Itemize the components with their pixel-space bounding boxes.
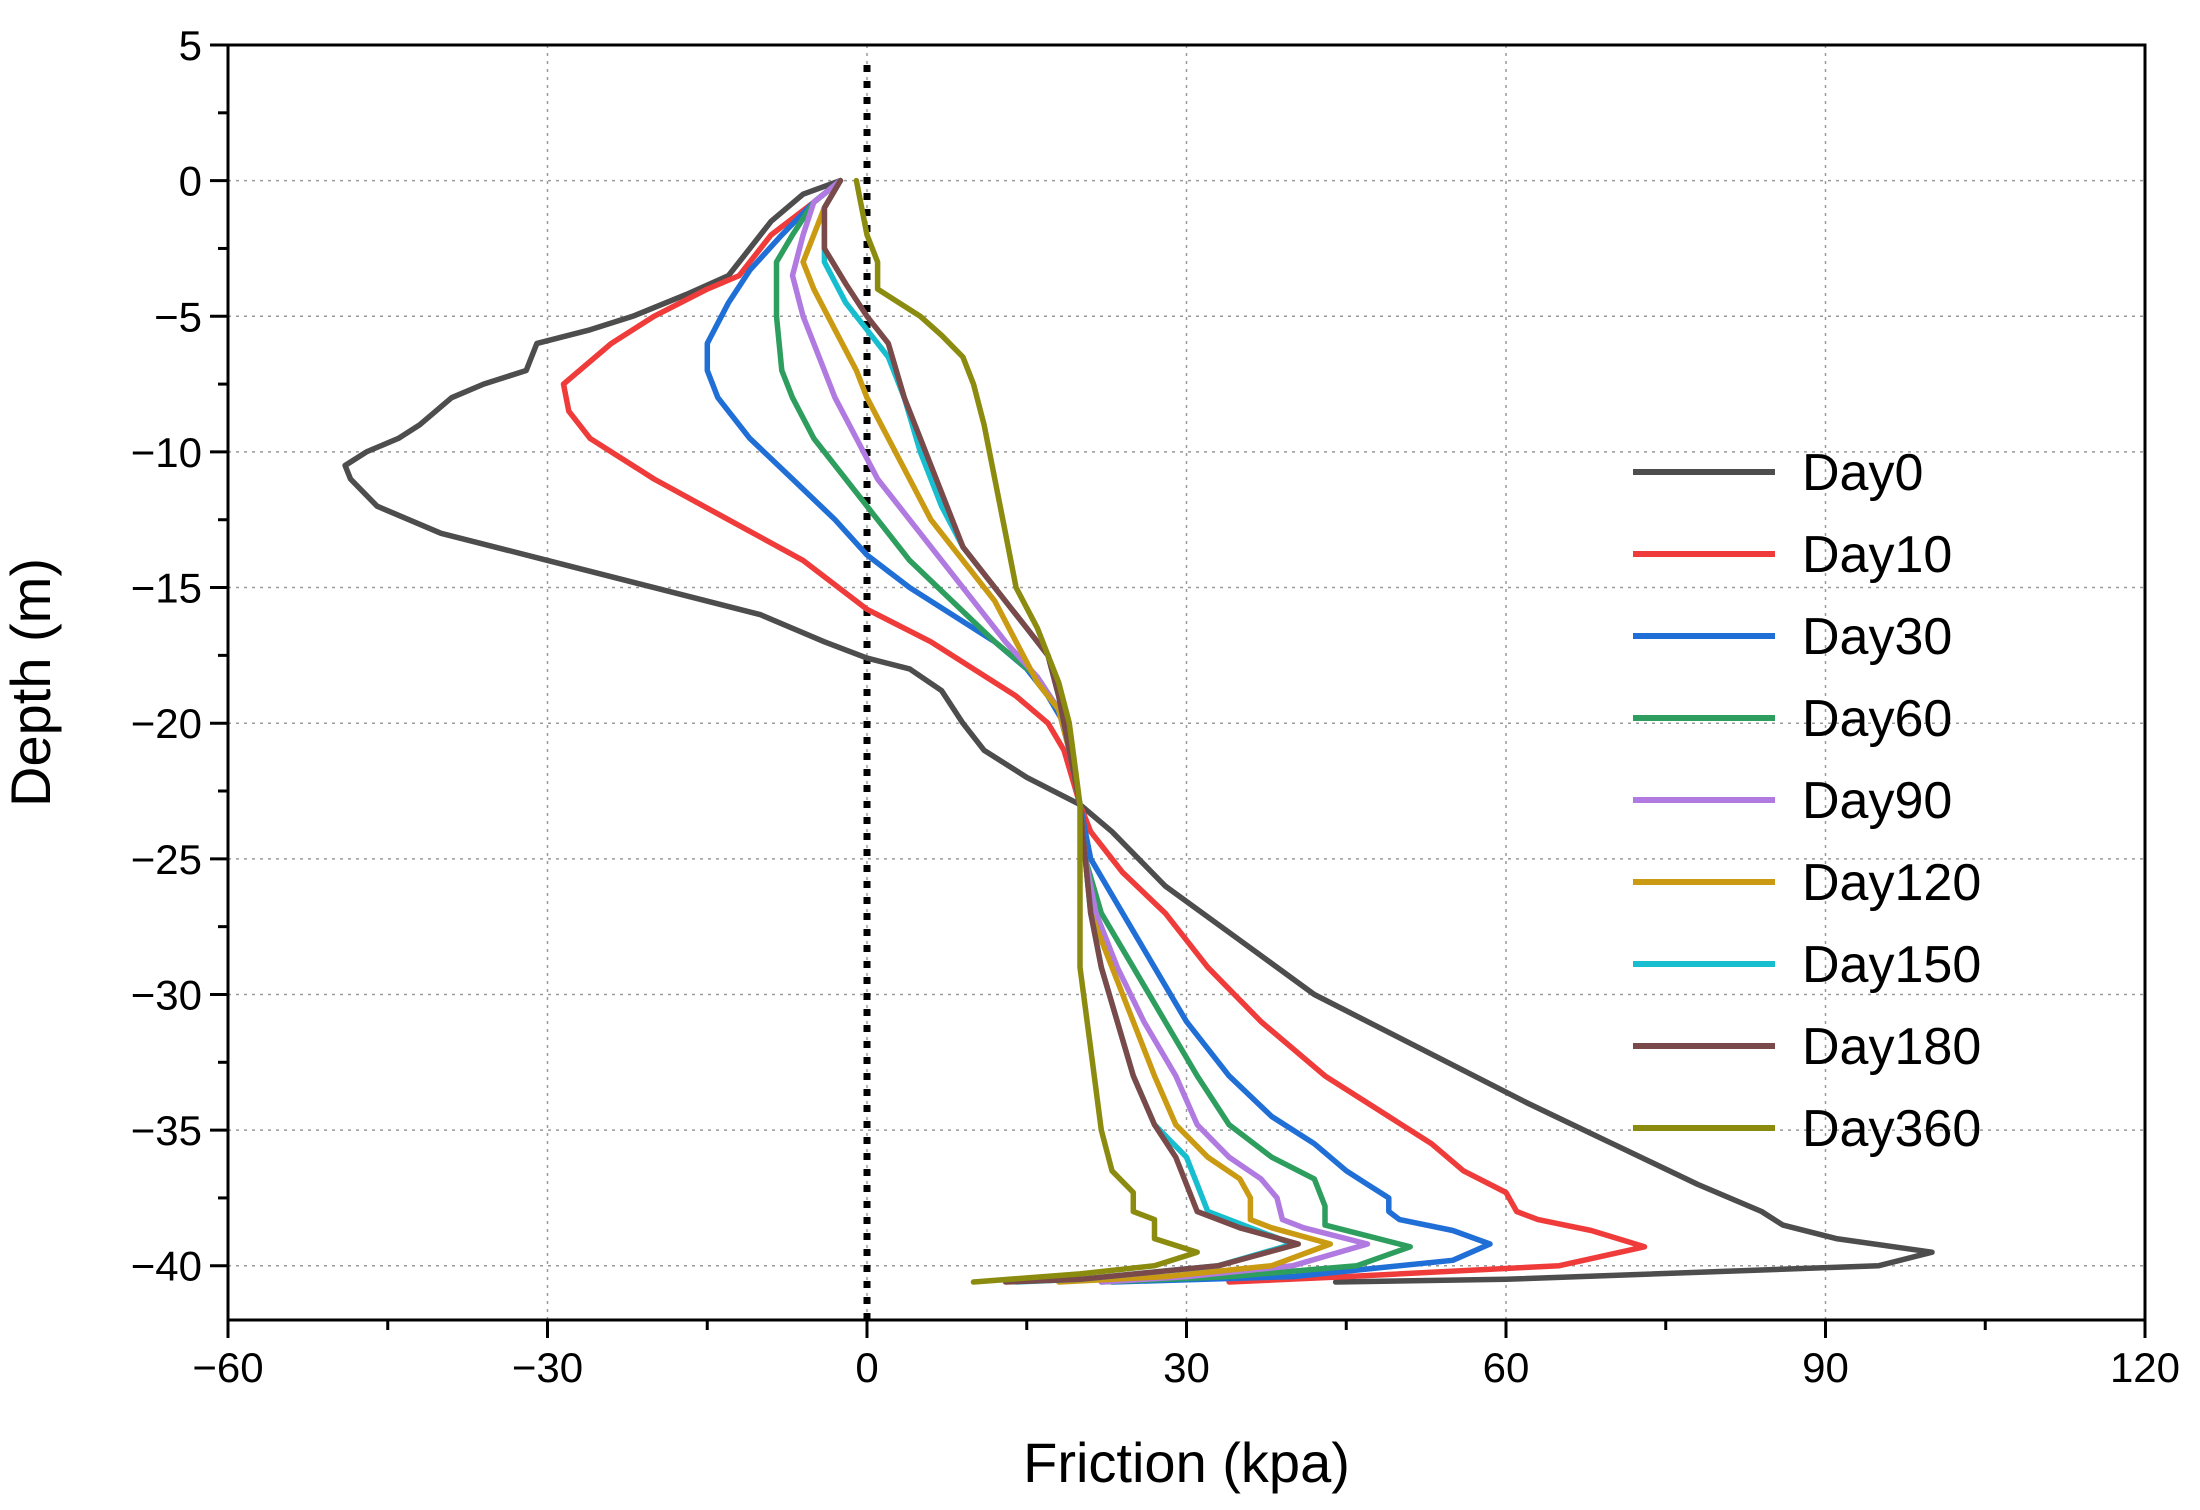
x-tick-label: 30 bbox=[1163, 1344, 1210, 1391]
legend-label-day0: Day0 bbox=[1802, 444, 1923, 502]
x-tick-label: 120 bbox=[2110, 1344, 2180, 1391]
series-line-day180 bbox=[821, 177, 1302, 1285]
legend-label-day120: Day120 bbox=[1802, 854, 1981, 912]
y-tick-label: 5 bbox=[179, 22, 202, 69]
legend-label-day360: Day360 bbox=[1802, 1100, 1981, 1158]
y-tick-label: −35 bbox=[131, 1107, 202, 1154]
x-tick-label: −30 bbox=[512, 1344, 583, 1391]
y-tick-label: −5 bbox=[154, 293, 202, 340]
y-tick-label: 0 bbox=[179, 158, 202, 205]
legend-label-day30: Day30 bbox=[1802, 608, 1952, 666]
y-tick-label: −10 bbox=[131, 429, 202, 476]
legend: Day0 Day10 Day30 Day60 Day90 Day120 Day150 Day1… bbox=[1633, 444, 1981, 1158]
x-tick-label: 60 bbox=[1483, 1344, 1530, 1391]
y-tick-label: −20 bbox=[131, 700, 202, 747]
x-tick-label: 90 bbox=[1802, 1344, 1849, 1391]
series-line-day60 bbox=[773, 177, 1413, 1285]
y-tick-label: −30 bbox=[131, 971, 202, 1018]
series-line-day10 bbox=[560, 177, 1648, 1285]
series-line-day360 bbox=[853, 177, 1200, 1285]
x-axis-title: Friction (kpa) bbox=[1023, 1431, 1350, 1494]
y-tick-label: −15 bbox=[131, 565, 202, 612]
series-line-day0 bbox=[342, 177, 1935, 1285]
x-tick-labels: −60 −30 0 30 60 90 120 bbox=[192, 1344, 2180, 1391]
y-tick-labels: 5 0 −5 −10 −15 −20 −25 −30 −35 −40 bbox=[131, 22, 202, 1290]
y-tick-label: −40 bbox=[131, 1243, 202, 1290]
legend-label-day10: Day10 bbox=[1802, 526, 1952, 584]
legend-label-day150: Day150 bbox=[1802, 936, 1981, 994]
legend-label-day90: Day90 bbox=[1802, 772, 1952, 830]
y-axis-title: Depth (m) bbox=[0, 558, 62, 807]
series-lines bbox=[342, 177, 1935, 1285]
axis-ticks bbox=[210, 43, 2147, 1338]
x-tick-label: 0 bbox=[855, 1344, 878, 1391]
y-tick-label: −25 bbox=[131, 836, 202, 883]
x-tick-label: −60 bbox=[192, 1344, 263, 1391]
legend-label-day60: Day60 bbox=[1802, 690, 1952, 748]
legend-label-day180: Day180 bbox=[1802, 1018, 1981, 1076]
